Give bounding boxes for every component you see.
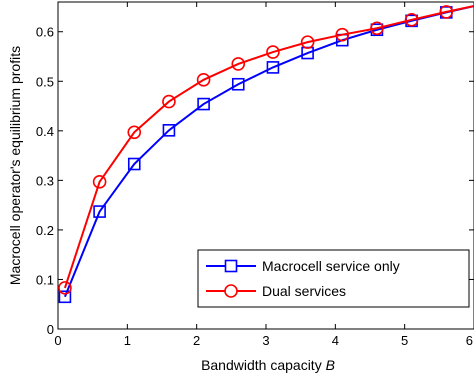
data-point <box>127 157 141 171</box>
x-axis-label: Bandwidth capacity B <box>201 357 335 373</box>
series-line <box>63 4 474 289</box>
legend-label: Dual services <box>262 283 346 299</box>
data-point <box>58 290 72 304</box>
legend-marker <box>224 284 238 298</box>
series-layer <box>58 4 474 304</box>
data-point <box>127 125 142 140</box>
y-tick-label: 0.4 <box>36 124 54 139</box>
legend-item: Macrocell service only <box>206 258 400 274</box>
y-tick-label: 0 <box>47 322 54 337</box>
x-tick-label: 2 <box>193 333 200 348</box>
data-point <box>300 35 315 49</box>
data-point <box>231 57 246 71</box>
data-point <box>197 97 210 111</box>
data-point <box>266 45 280 59</box>
x-tick-label: 3 <box>262 333 269 348</box>
legend-box <box>197 249 470 308</box>
x-axis-label-variable: B <box>326 357 335 373</box>
legend-item: Dual services <box>206 283 346 299</box>
data-point <box>266 61 280 74</box>
data-point <box>93 205 106 218</box>
data-point <box>162 124 176 137</box>
y-tick-label: 0.3 <box>36 173 54 188</box>
x-tick-label: 5 <box>401 333 408 348</box>
data-point <box>58 281 72 295</box>
y-tick-label: 0.6 <box>36 25 54 40</box>
x-axis-label-text: Bandwidth capacity <box>201 357 322 373</box>
x-tick-label: 6 <box>466 333 473 348</box>
data-point <box>439 5 454 19</box>
legend: Macrocell service only Dual services <box>197 249 470 308</box>
y-tick-label: 0.2 <box>36 223 54 238</box>
data-point <box>335 27 350 42</box>
x-tick-label: 0 <box>54 333 61 348</box>
data-point <box>370 21 384 36</box>
axis-ticks: 0 1 2 3 4 5 6 0 0.1 0.2 0.3 0.4 0.5 0.6 <box>36 2 474 348</box>
x-tick-label: 1 <box>124 333 131 348</box>
legend-label: Macrocell service only <box>262 258 400 274</box>
data-point <box>162 94 176 109</box>
y-tick-label: 0.5 <box>36 74 54 89</box>
data-point <box>196 72 211 87</box>
x-tick-label: 4 <box>332 333 339 348</box>
legend-marker <box>224 259 238 273</box>
data-point <box>404 13 419 27</box>
y-tick-label: 0.1 <box>36 272 54 287</box>
y-axis-label: Macrocell operator's equilibrium profits <box>7 46 23 285</box>
data-point <box>92 175 107 189</box>
series-1 <box>58 4 474 295</box>
data-point <box>231 77 245 91</box>
